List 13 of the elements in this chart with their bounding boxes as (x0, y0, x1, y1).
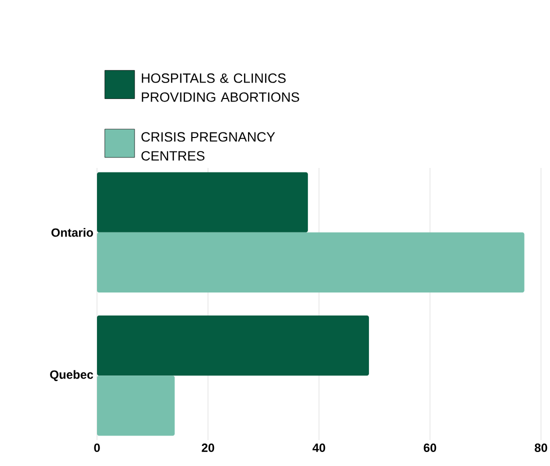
x-tick-label: 0 (94, 444, 100, 452)
x-tick-label: 80 (534, 444, 548, 452)
legend-label: CRISIS PREGNANCY CENTRES (141, 132, 275, 161)
x-tick-label: 60 (424, 444, 436, 452)
x-tick-label: 20 (202, 444, 214, 452)
y-tick-label: Quebec (50, 370, 94, 382)
x-tick-label: 40 (312, 444, 326, 452)
bar (97, 376, 175, 436)
bar (97, 315, 369, 376)
bar (97, 172, 308, 232)
y-tick-label: Ontario (51, 228, 94, 237)
legend-label: HOSPITALS & CLINICS PROVIDING ABORTIONS (142, 73, 300, 102)
bar (97, 232, 524, 293)
